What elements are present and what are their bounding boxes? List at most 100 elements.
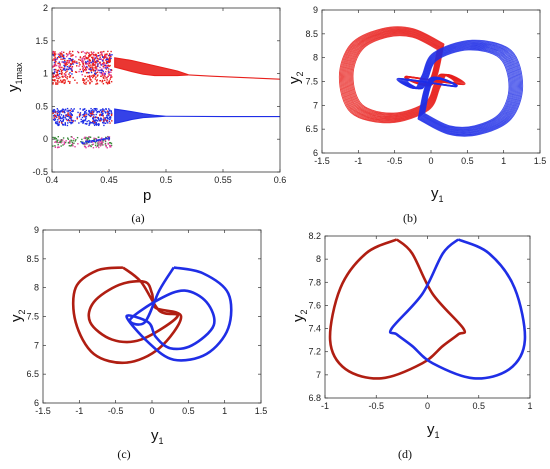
orbit-blue [396, 39, 524, 137]
x-tick-label: 1 [222, 406, 227, 416]
scatter-point [59, 116, 61, 118]
scatter-point [96, 119, 98, 122]
scatter-point [102, 73, 104, 75]
scatter-point [65, 74, 67, 76]
scatter-point [100, 71, 102, 74]
scatter-point [72, 109, 74, 111]
scatter-point [103, 57, 105, 59]
scatter-point [91, 66, 93, 68]
scatter-point [56, 74, 58, 77]
scatter-point [63, 116, 65, 118]
scatter-point [108, 54, 111, 57]
scatter-point [101, 139, 103, 141]
scatter-point [85, 62, 88, 65]
scatter-point [110, 114, 113, 117]
scatter-point [57, 69, 60, 71]
scatter-point [86, 71, 89, 74]
scatter-point [103, 77, 105, 79]
scatter-point [97, 140, 99, 142]
scatter-point [85, 61, 87, 63]
scatter-point [52, 65, 54, 67]
scatter-point [85, 112, 88, 114]
scatter-point [100, 114, 103, 117]
scatter-point [83, 66, 86, 68]
scatter-point [57, 136, 60, 138]
scatter-point [66, 65, 69, 68]
scatter-point [83, 113, 86, 115]
scatter-point [85, 56, 87, 59]
scatter-point [60, 110, 62, 112]
scatter-point [60, 139, 63, 141]
scatter-point [53, 109, 56, 111]
scatter-point [82, 69, 85, 72]
scatter-point [60, 120, 63, 123]
scatter-point [99, 139, 101, 142]
scatter-point [72, 142, 74, 145]
scatter-point [99, 54, 101, 57]
scatter-point [60, 72, 62, 75]
scatter-point [75, 139, 77, 141]
scatter-point [90, 51, 93, 53]
scatter-point [106, 60, 109, 63]
scatter-point [66, 119, 68, 122]
scatter-point [63, 142, 66, 145]
x-tick-label: 1.5 [534, 156, 547, 166]
scatter-point [54, 75, 56, 78]
scatter-point [61, 73, 63, 76]
scatter-point [92, 118, 94, 120]
scatter-point [68, 57, 70, 60]
scatter-point [108, 68, 110, 70]
scatter-point [99, 56, 101, 58]
scatter-point [88, 59, 91, 62]
scatter-point [111, 54, 113, 56]
scatter-point [54, 68, 56, 71]
scatter-point [102, 82, 105, 85]
scatter-point [53, 52, 56, 54]
scatter-point [97, 124, 100, 127]
x-tick-label: 1.5 [255, 406, 268, 416]
scatter-point [81, 58, 83, 60]
scatter-point [57, 123, 59, 125]
scatter-point [88, 68, 90, 70]
scatter-point [67, 53, 69, 56]
scatter-point [71, 121, 73, 124]
scatter-point [54, 51, 56, 53]
scatter-point [109, 56, 111, 58]
scatter-point [68, 61, 70, 64]
scatter-point [82, 81, 85, 84]
scatter-point [101, 59, 104, 61]
scatter-point [104, 138, 106, 140]
scatter-point [79, 108, 81, 110]
scatter-point [84, 69, 86, 71]
scatter-point [103, 119, 106, 121]
scatter-point [109, 118, 112, 120]
scatter-point [57, 75, 60, 78]
x-tick-label: 0 [425, 401, 430, 411]
scatter-point [95, 139, 97, 141]
scatter-point [91, 111, 94, 113]
scatter-point [64, 65, 66, 68]
y-tick-label: 0.5 [35, 101, 48, 111]
scatter-point [83, 145, 86, 148]
scatter-point [81, 73, 83, 76]
scatter-point [83, 108, 85, 111]
scatter-point [74, 79, 76, 81]
scatter-point [88, 114, 91, 117]
scatter-point [97, 60, 100, 62]
scatter-point [78, 65, 80, 67]
scatter-point [64, 123, 67, 125]
scatter-point [109, 142, 112, 144]
scatter-point [93, 138, 96, 141]
scatter-point [82, 50, 84, 53]
scatter-point [79, 56, 82, 59]
scatter-point [59, 119, 62, 122]
y-tick-label: 9 [34, 225, 39, 235]
y-tick-label: 6.8 [308, 393, 321, 403]
scatter-point [58, 70, 61, 72]
scatter-point [67, 110, 69, 112]
scatter-point [60, 58, 62, 60]
scatter-point [97, 63, 99, 65]
scatter-point [104, 117, 106, 119]
scatter-point [99, 120, 101, 122]
